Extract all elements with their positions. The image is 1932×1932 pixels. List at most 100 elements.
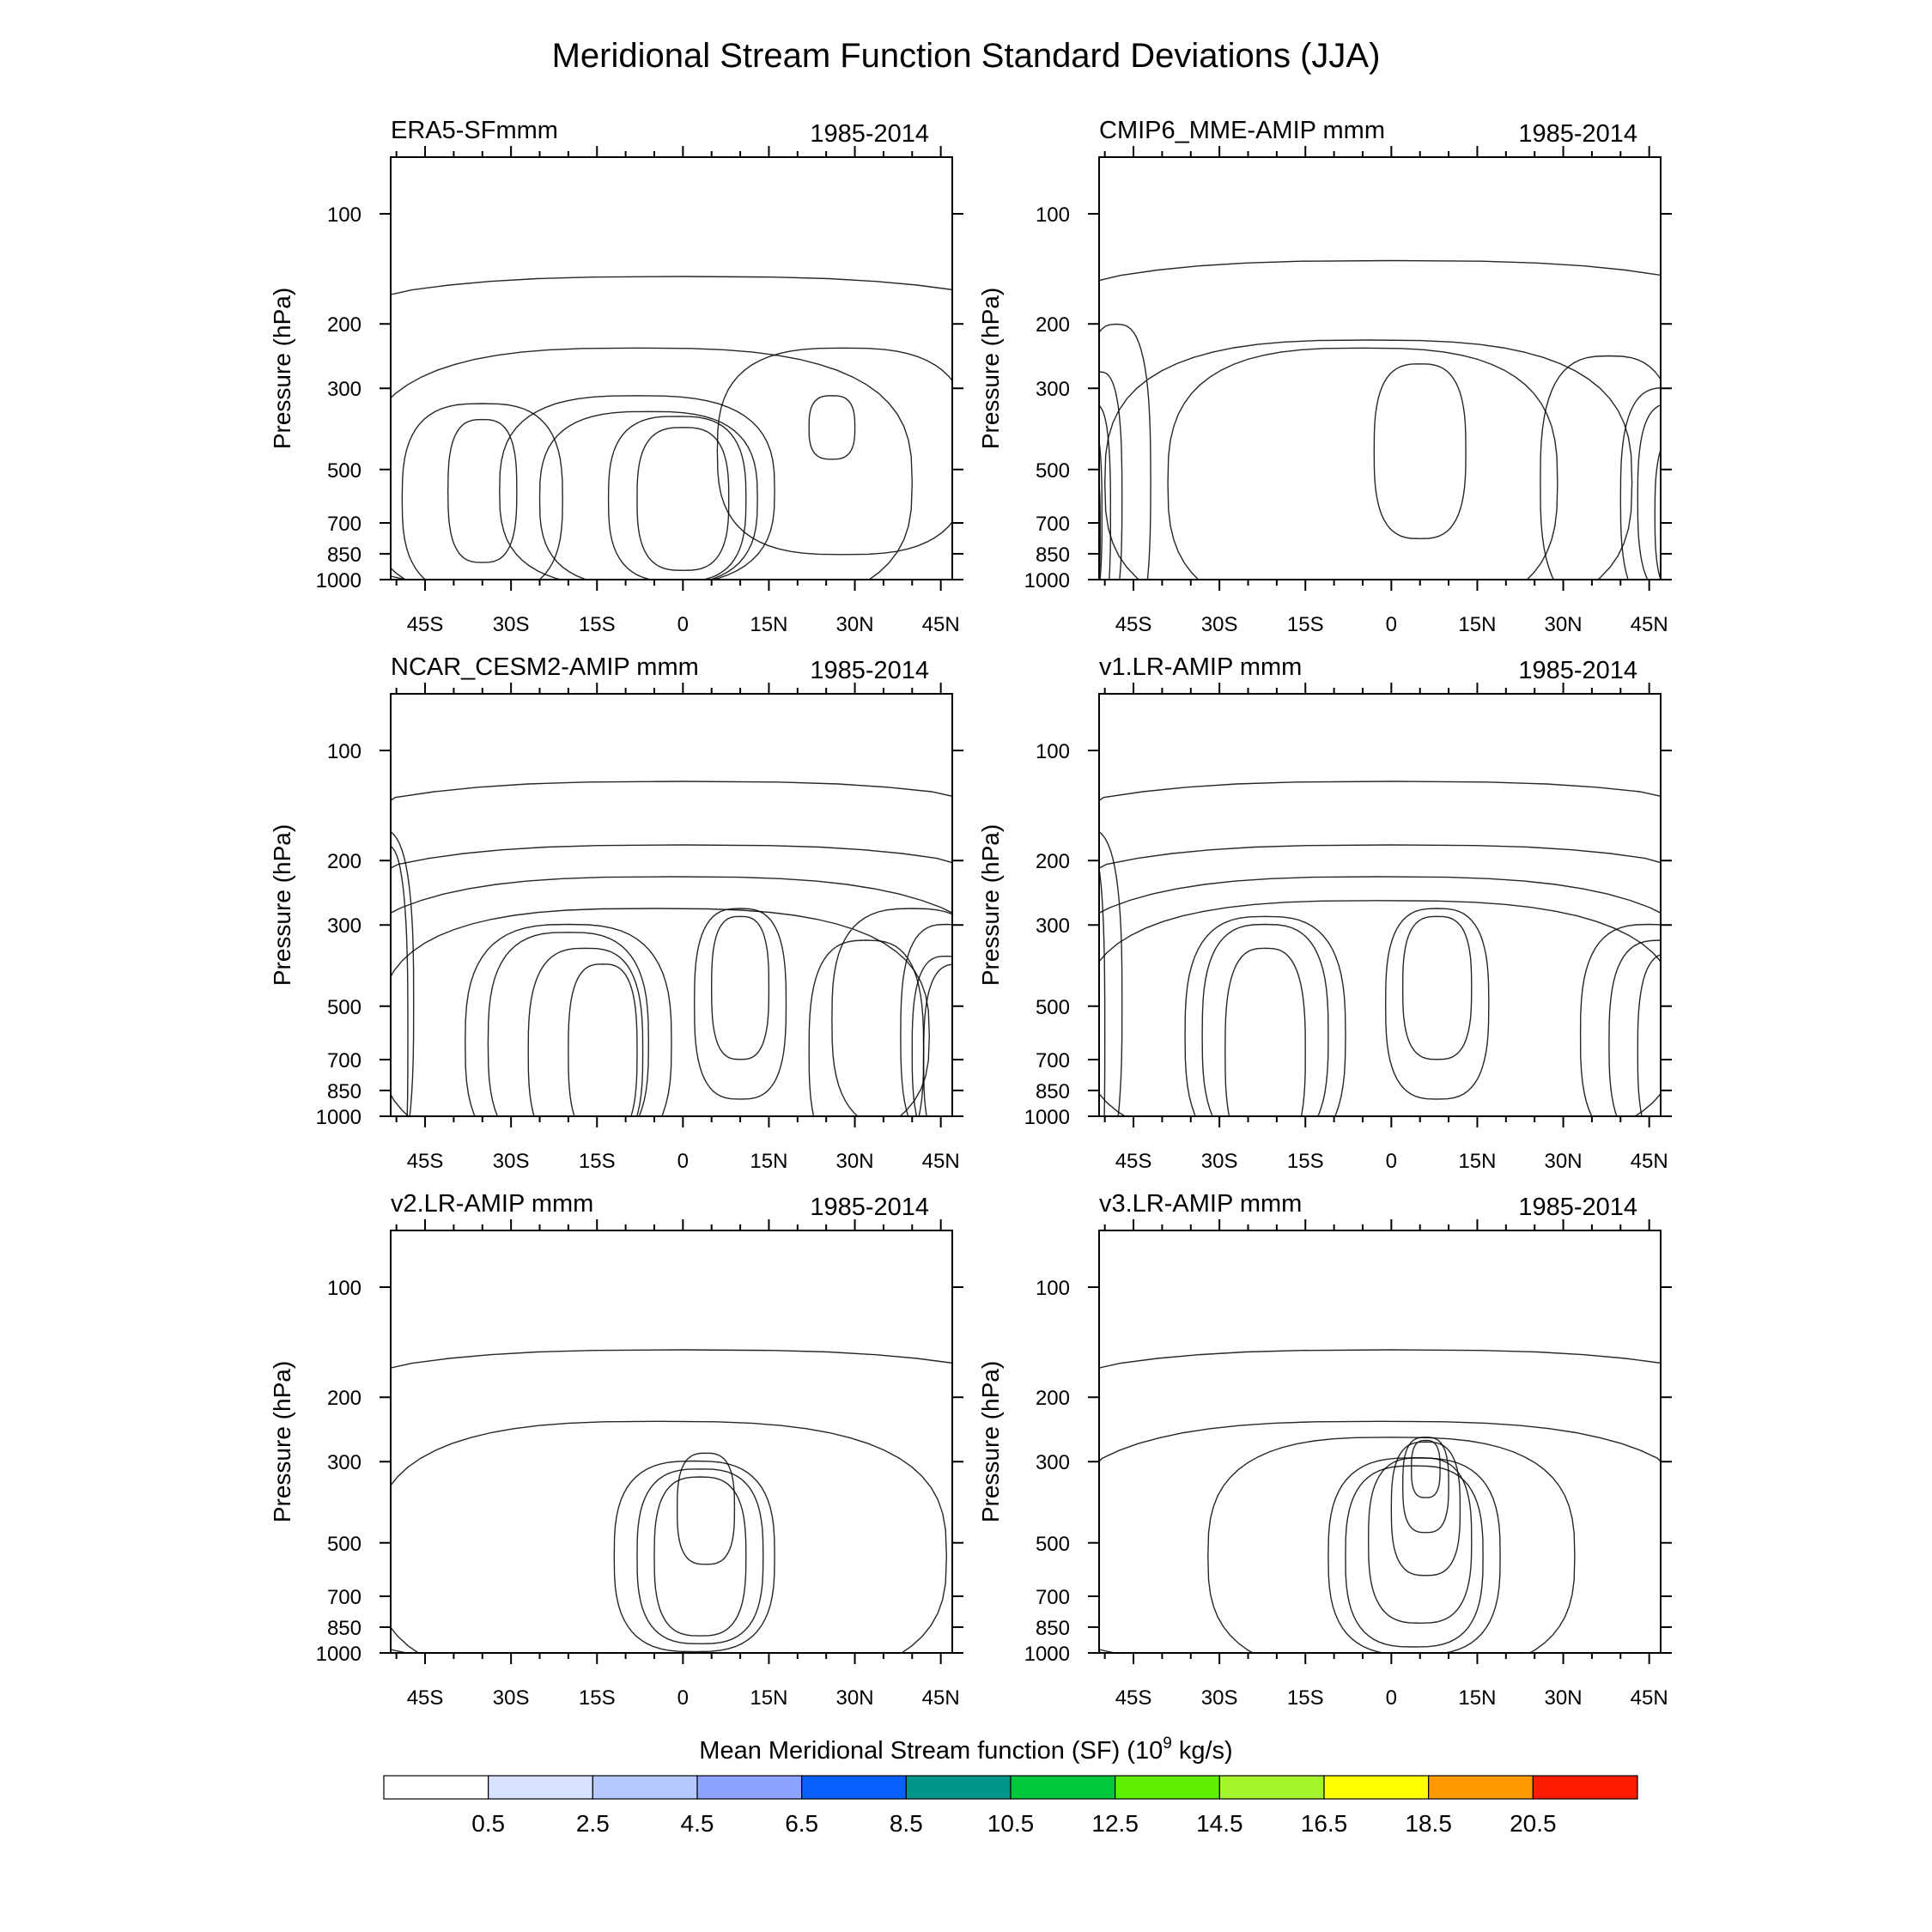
- x-tick-label: 15S: [1287, 613, 1324, 636]
- x-tick-label: 30N: [1545, 1686, 1583, 1710]
- panel-background: [391, 1230, 952, 1653]
- x-tick-label: 30N: [1545, 1150, 1583, 1173]
- y-tick-label: 850: [327, 544, 361, 567]
- contour-level-9: [1401, 1437, 1449, 1534]
- x-tick-label: 15N: [1458, 613, 1496, 636]
- y-tick-label: 700: [327, 513, 361, 536]
- panel-frame: [1098, 693, 1662, 1117]
- figure-title: Meridional Stream Function Standard Devi…: [552, 37, 1381, 75]
- y-tick-label: 500: [1036, 996, 1070, 1019]
- y-tick-label: 500: [327, 996, 361, 1019]
- x-tick-label: 45N: [1631, 1150, 1668, 1173]
- x-tick-label: 0: [1386, 1686, 1397, 1710]
- y-tick-label: 200: [327, 313, 361, 337]
- y-tick-label: 850: [1036, 1617, 1070, 1640]
- x-tick-label: 0: [1386, 613, 1397, 636]
- colorbar-tick-label: 10.5: [987, 1810, 1035, 1837]
- x-tick-label: 15N: [750, 613, 787, 636]
- panel-5: 100 200 300 500 700 850 1000 45S 30S 15S 0 15N 30N 45…: [269, 1190, 963, 1710]
- y-tick-label: 200: [1036, 313, 1070, 337]
- contour-level-9: [527, 947, 644, 1116]
- y-axis-label: Pressure (hPa): [269, 1361, 295, 1522]
- x-tick-label: 30S: [493, 1686, 530, 1710]
- y-axis-label: Pressure (hPa): [269, 824, 295, 986]
- contour-level-7: [1099, 437, 1661, 580]
- x-tick-label: 15S: [579, 1686, 616, 1710]
- x-tick-label: 30S: [1201, 1686, 1238, 1710]
- x-tick-label: 45S: [1115, 1150, 1152, 1173]
- y-tick-label: 1000: [316, 1106, 361, 1129]
- y-axis-label: Pressure (hPa): [977, 824, 1004, 986]
- panel-field: [391, 694, 952, 1116]
- x-tick-label: 45N: [922, 613, 960, 636]
- colorbar-tick-label: 12.5: [1091, 1810, 1139, 1837]
- y-tick-label: 300: [327, 1451, 361, 1474]
- colorbar-tick-label: 16.5: [1301, 1810, 1348, 1837]
- contour-level-4: [613, 1460, 775, 1653]
- x-tick-label: 15S: [1287, 1150, 1324, 1173]
- colorbar-swatch: [1010, 1775, 1116, 1800]
- panel-period: 1985-2014: [1518, 120, 1637, 148]
- colorbar-swatch: [1428, 1775, 1534, 1800]
- colorbar-tick-label: 6.5: [785, 1810, 818, 1837]
- panel-4: 100 200 300 500 700 850 1000 45S 30S 15S 0 15N 30N 45…: [977, 653, 1672, 1173]
- x-tick-label: 30S: [493, 613, 530, 636]
- contour-level-8: [487, 915, 952, 1116]
- contour-level-6: [465, 908, 952, 1116]
- colorbar-swatch: [592, 1775, 698, 1800]
- panel-period: 1985-2014: [810, 120, 929, 148]
- contour-level-3: [391, 347, 952, 580]
- contour-level-5: [636, 1468, 764, 1645]
- colorbar-swatch: [1532, 1775, 1638, 1800]
- y-tick-label: 500: [1036, 459, 1070, 483]
- colorbar-label: Mean Meridional Stream function (SF) (10…: [699, 1735, 1232, 1765]
- panel-3: 100 200 300 500 700 850 1000 45S 30S 15S 0 15N 30N 45…: [269, 653, 963, 1173]
- y-tick-label: 200: [1036, 850, 1070, 873]
- x-tick-label: 30N: [836, 613, 874, 636]
- y-tick-label: 200: [1036, 1387, 1070, 1410]
- panel-field: [391, 157, 952, 580]
- contour-level-5: [1099, 900, 1661, 1116]
- contour-level-4: [1207, 1437, 1576, 1653]
- contour-level-7: [636, 427, 730, 572]
- y-tick-label: 100: [327, 204, 361, 227]
- panel-frame: [390, 1230, 953, 1654]
- colorbar-tick-label: 20.5: [1510, 1810, 1557, 1837]
- colorbar: Mean Meridional Stream function (SF) (10…: [383, 1735, 1638, 1837]
- y-tick-label: 700: [1036, 513, 1070, 536]
- panel-field: [391, 1230, 952, 1653]
- y-tick-label: 200: [327, 850, 361, 873]
- y-tick-label: 1000: [316, 1643, 361, 1666]
- contour-level-7: [1367, 1457, 1473, 1625]
- colorbar-swatch: [1115, 1775, 1220, 1800]
- x-tick-label: 0: [677, 1150, 689, 1173]
- x-tick-label: 15N: [1458, 1686, 1496, 1710]
- colorbar-label-prefix: Mean Meridional Stream function (SF) (10: [699, 1737, 1163, 1765]
- panel-title: v3.LR-AMIP mmm: [1099, 1190, 1302, 1218]
- x-tick-label: 30N: [1545, 613, 1583, 636]
- x-tick-label: 45S: [407, 613, 444, 636]
- y-tick-label: 300: [327, 914, 361, 938]
- y-tick-label: 850: [1036, 544, 1070, 567]
- panel-title: NCAR_CESM2-AMIP mmm: [391, 653, 699, 681]
- contour-level-6: [1345, 1465, 1484, 1648]
- panel-6: 100 200 300 500 700 850 1000 45S 30S 15S 0 15N 30N 45…: [977, 1190, 1672, 1710]
- y-tick-label: 500: [327, 459, 361, 483]
- panel-field: [1099, 157, 1661, 580]
- y-tick-label: 700: [1036, 1586, 1070, 1609]
- y-tick-label: 1000: [316, 569, 361, 592]
- contour-level-5: [391, 908, 952, 1116]
- panel-frame: [390, 693, 953, 1117]
- colorbar-swatch: [1323, 1775, 1430, 1800]
- contour-level-3: [1099, 1420, 1661, 1653]
- panel-title: v2.LR-AMIP mmm: [391, 1190, 593, 1218]
- colorbar-swatch: [696, 1775, 803, 1800]
- contour-level-5: [538, 410, 758, 580]
- panel-title: v1.LR-AMIP mmm: [1099, 653, 1302, 681]
- panel-background: [391, 157, 952, 580]
- x-tick-label: 15N: [750, 1686, 787, 1710]
- y-tick-label: 200: [327, 1387, 361, 1410]
- x-tick-label: 0: [677, 1686, 689, 1710]
